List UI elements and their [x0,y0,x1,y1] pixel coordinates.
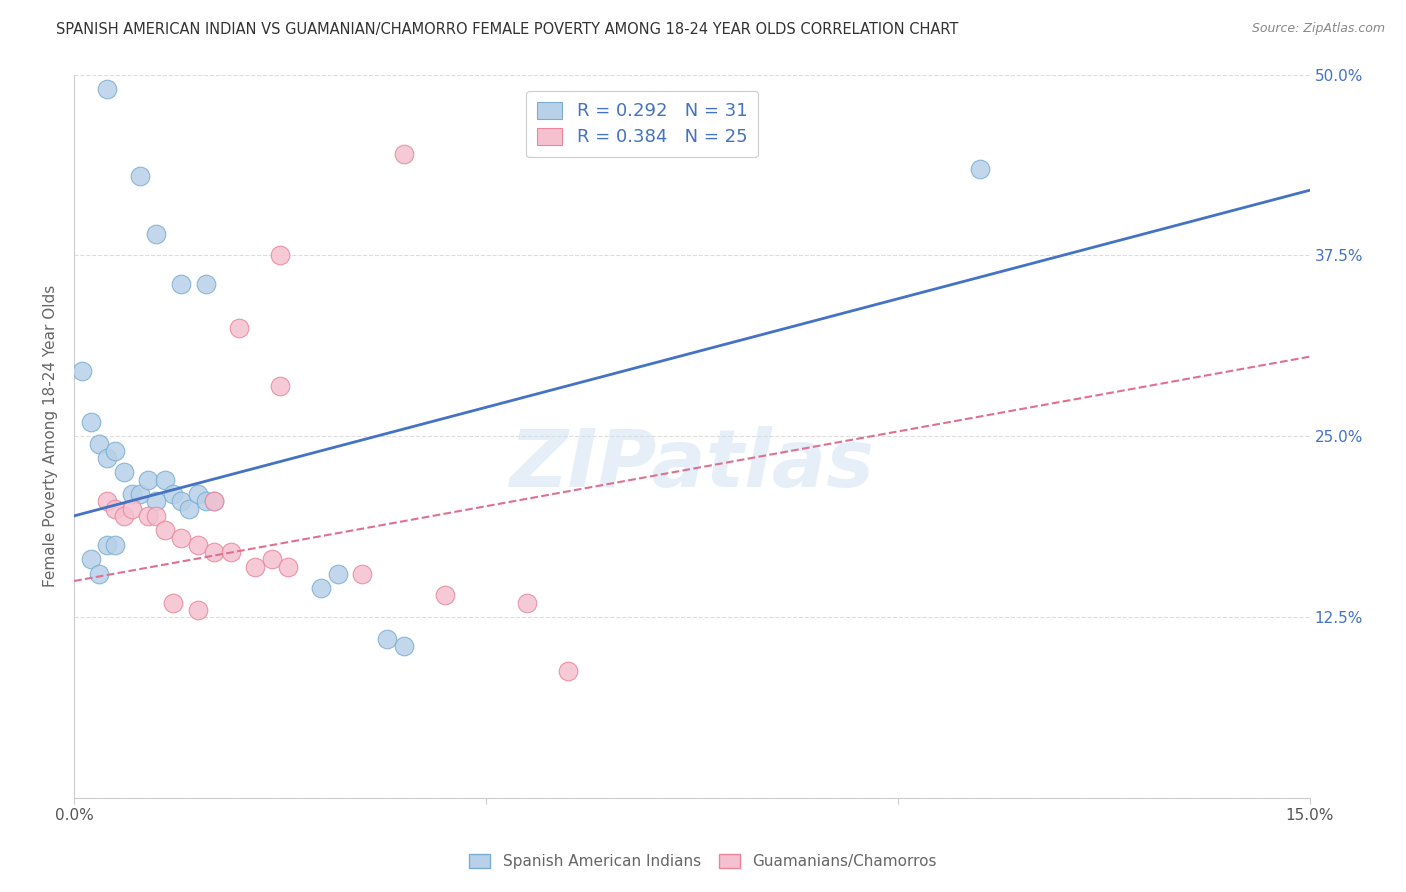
Point [79,415,101,429]
Point [145,227,167,241]
Point [202,494,225,508]
Point [309,581,332,595]
Point [72,364,94,378]
Point [179,501,201,516]
Point [187,603,209,617]
Point [516,596,538,610]
Text: ZIPatlas: ZIPatlas [509,426,875,504]
Point [145,494,167,508]
Point [375,632,398,646]
Point [277,559,299,574]
Point [96,494,118,508]
Point [153,473,176,487]
Point [326,566,349,581]
Point [112,466,135,480]
Point [129,169,152,183]
Point [392,639,415,653]
Point [392,147,415,161]
Point [136,508,159,523]
Point [202,545,225,559]
Legend: R = 0.292   N = 31, R = 0.384   N = 25: R = 0.292 N = 31, R = 0.384 N = 25 [526,91,758,157]
Point [145,508,167,523]
Point [87,436,110,450]
Point [170,531,193,545]
Point [187,538,209,552]
Point [129,487,152,501]
Point [96,450,118,465]
Point [228,320,250,334]
Point [104,443,127,458]
Point [352,566,374,581]
Point [121,487,143,501]
Point [194,494,217,508]
Point [969,161,991,176]
Point [96,82,118,96]
Point [170,494,193,508]
Point [245,559,267,574]
Text: SPANISH AMERICAN INDIAN VS GUAMANIAN/CHAMORRO FEMALE POVERTY AMONG 18-24 YEAR OL: SPANISH AMERICAN INDIAN VS GUAMANIAN/CHA… [56,22,959,37]
Point [79,552,101,566]
Point [170,277,193,292]
Point [162,487,184,501]
Point [269,248,291,262]
Y-axis label: Female Poverty Among 18-24 Year Olds: Female Poverty Among 18-24 Year Olds [44,285,58,588]
Point [104,538,127,552]
Text: Source: ZipAtlas.com: Source: ZipAtlas.com [1251,22,1385,36]
Point [219,545,242,559]
Point [433,589,456,603]
Point [269,378,291,392]
Point [112,508,135,523]
Point [153,524,176,538]
Point [121,501,143,516]
Point [104,501,127,516]
Point [87,566,110,581]
Point [96,538,118,552]
Point [162,596,184,610]
Legend: Spanish American Indians, Guamanians/Chamorros: Spanish American Indians, Guamanians/Cha… [463,848,943,875]
Point [202,494,225,508]
Point [194,277,217,292]
Point [260,552,283,566]
Point [557,664,579,678]
Point [136,473,159,487]
Point [187,487,209,501]
